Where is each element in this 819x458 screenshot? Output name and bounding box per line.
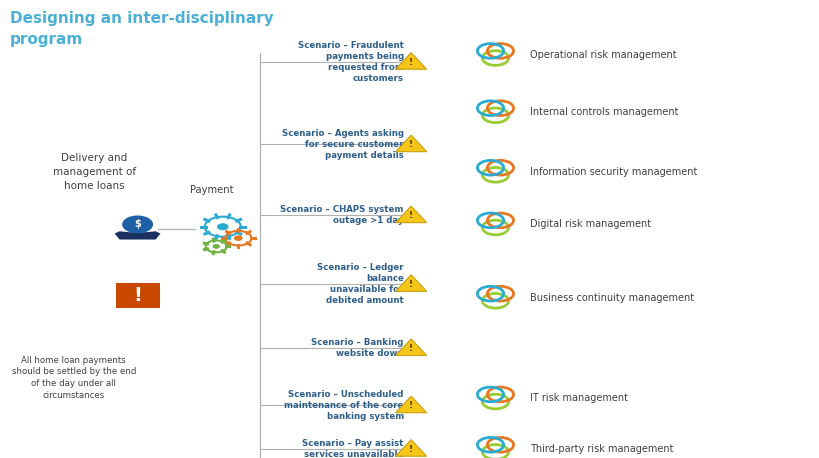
Text: Scenario – Agents asking
for secure customer
payment details: Scenario – Agents asking for secure cust… [282, 129, 404, 160]
Text: !: ! [409, 401, 414, 410]
Circle shape [218, 224, 228, 229]
Text: Third-party risk management: Third-party risk management [530, 444, 673, 454]
Text: All home loan payments
should be settled by the end
of the day under all
circums: All home loan payments should be settled… [11, 356, 136, 400]
Text: $: $ [134, 219, 141, 229]
Text: IT risk management: IT risk management [530, 393, 628, 403]
Text: Designing an inter-disciplinary
program: Designing an inter-disciplinary program [10, 11, 274, 48]
Text: Scenario – Unscheduled
maintenance of the core
banking system: Scenario – Unscheduled maintenance of th… [284, 390, 404, 421]
Text: !: ! [409, 344, 414, 353]
Circle shape [213, 245, 219, 248]
Text: !: ! [409, 140, 414, 149]
Text: !: ! [409, 211, 414, 220]
Polygon shape [396, 53, 427, 69]
Circle shape [123, 216, 152, 233]
Text: Business continuity management: Business continuity management [530, 293, 694, 303]
Polygon shape [396, 339, 427, 355]
Text: !: ! [409, 58, 414, 67]
Polygon shape [396, 206, 427, 223]
Text: Operational risk management: Operational risk management [530, 50, 676, 60]
Text: !: ! [409, 280, 414, 289]
Polygon shape [115, 231, 161, 240]
Text: Payment: Payment [189, 185, 233, 195]
Text: Scenario – CHAPS system
outage >1 day: Scenario – CHAPS system outage >1 day [280, 205, 404, 225]
Text: Scenario – Banking
website down: Scenario – Banking website down [311, 338, 404, 358]
Text: Internal controls management: Internal controls management [530, 107, 678, 117]
Text: Scenario – Pay assist
services unavailable: Scenario – Pay assist services unavailab… [302, 439, 404, 458]
Polygon shape [396, 396, 427, 413]
Text: Information security management: Information security management [530, 167, 697, 177]
Text: Digital risk management: Digital risk management [530, 219, 651, 229]
Circle shape [235, 236, 242, 240]
Text: Scenario – Ledger
balance
unavailable for
debited amount: Scenario – Ledger balance unavailable fo… [317, 263, 404, 305]
Text: !: ! [133, 286, 142, 305]
Polygon shape [396, 135, 427, 152]
Polygon shape [396, 440, 427, 456]
Text: Delivery and
management of
home loans: Delivery and management of home loans [52, 153, 136, 191]
Polygon shape [396, 275, 427, 291]
Text: !: ! [409, 445, 414, 454]
Text: Scenario – Fraudulent
payments being
requested from
customers: Scenario – Fraudulent payments being req… [298, 41, 404, 83]
